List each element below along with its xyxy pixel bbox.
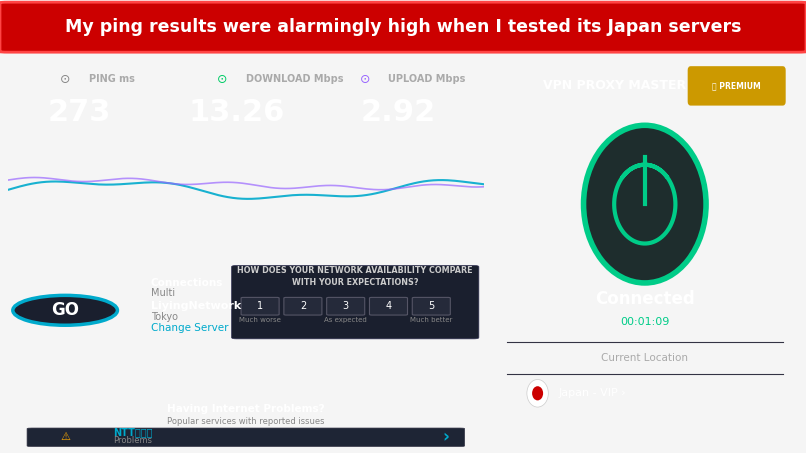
Text: As expected: As expected	[324, 317, 367, 323]
Text: 1: 1	[257, 300, 263, 311]
Text: Tokyo: Tokyo	[151, 312, 177, 322]
FancyBboxPatch shape	[688, 66, 786, 106]
FancyBboxPatch shape	[326, 297, 364, 315]
FancyBboxPatch shape	[0, 2, 806, 52]
Text: 3: 3	[343, 300, 349, 311]
Text: Connected: Connected	[595, 290, 695, 308]
Text: ⊙: ⊙	[60, 73, 70, 86]
Text: Having Internet Problems?: Having Internet Problems?	[167, 404, 325, 414]
Text: 2: 2	[300, 300, 306, 311]
Text: 13.26: 13.26	[188, 98, 285, 127]
Text: 4: 4	[385, 300, 392, 311]
Text: Popular services with reported issues: Popular services with reported issues	[167, 417, 325, 425]
Text: Multi: Multi	[151, 288, 175, 298]
Circle shape	[527, 380, 548, 407]
Text: LiyingNetwork: LiyingNetwork	[151, 301, 241, 311]
Circle shape	[532, 386, 543, 400]
Text: Japan - VIP ›: Japan - VIP ›	[559, 388, 627, 398]
FancyBboxPatch shape	[284, 297, 322, 315]
Text: Current Location: Current Location	[601, 353, 688, 363]
Text: Much worse: Much worse	[239, 317, 281, 323]
Text: My ping results were alarmingly high when I tested its Japan servers: My ping results were alarmingly high whe…	[64, 18, 742, 36]
Text: 273: 273	[48, 98, 111, 127]
Circle shape	[584, 125, 706, 283]
Text: Change Server: Change Server	[151, 323, 228, 333]
Text: ›: ›	[442, 428, 449, 446]
Text: ⚠: ⚠	[60, 432, 70, 442]
Text: HOW DOES YOUR NETWORK AVAILABILITY COMPARE
WITH YOUR EXPECTATIONS?: HOW DOES YOUR NETWORK AVAILABILITY COMPA…	[238, 265, 473, 287]
Text: 2.92: 2.92	[360, 98, 435, 127]
Text: DOWNLOAD Mbps: DOWNLOAD Mbps	[246, 74, 343, 84]
Text: ⊙: ⊙	[359, 73, 370, 86]
Circle shape	[13, 295, 118, 325]
FancyBboxPatch shape	[27, 428, 464, 447]
FancyBboxPatch shape	[369, 297, 408, 315]
Text: VPN PROXY MASTER: VPN PROXY MASTER	[542, 79, 686, 92]
FancyBboxPatch shape	[231, 265, 479, 339]
FancyBboxPatch shape	[241, 297, 279, 315]
Text: 👑 PREMIUM: 👑 PREMIUM	[713, 82, 761, 91]
Text: GO: GO	[51, 301, 79, 319]
Text: NTT東日本: NTT東日本	[113, 428, 152, 438]
Text: 5: 5	[428, 300, 434, 311]
Text: UPLOAD Mbps: UPLOAD Mbps	[388, 74, 466, 84]
Text: Connections: Connections	[151, 278, 223, 288]
Text: Much better: Much better	[410, 317, 452, 323]
Text: ⊙: ⊙	[217, 73, 227, 86]
Text: 00:01:09: 00:01:09	[620, 318, 670, 328]
Text: PING ms: PING ms	[89, 74, 135, 84]
FancyBboxPatch shape	[412, 297, 451, 315]
Text: Problems: Problems	[113, 437, 152, 445]
